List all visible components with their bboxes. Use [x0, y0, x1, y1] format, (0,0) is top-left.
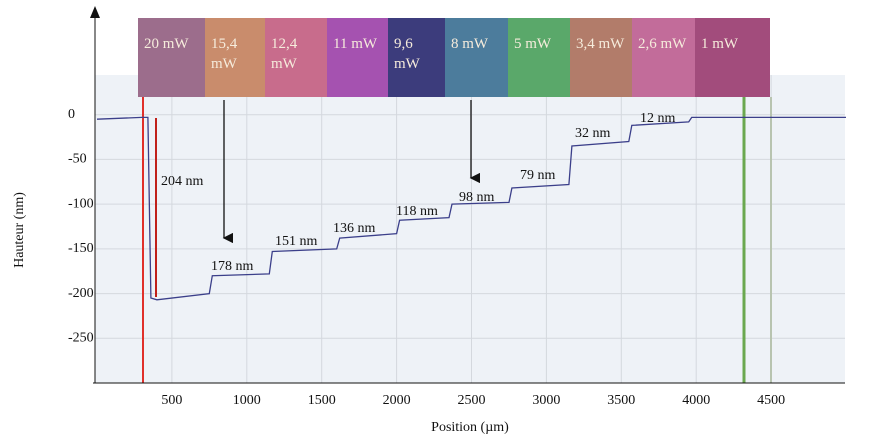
x-tick-label: 2500 — [458, 393, 486, 408]
profile-line — [96, 116, 846, 301]
power-band: 20 mW — [138, 18, 205, 97]
step-label: 79 nm — [520, 168, 556, 183]
y-tick-label: -50 — [68, 152, 87, 167]
step-label: 118 nm — [396, 204, 438, 219]
y-tick-label: -100 — [68, 196, 94, 211]
x-tick-label: 3500 — [607, 393, 635, 408]
x-tick-label: 2000 — [383, 393, 411, 408]
x-tick-label: 4500 — [757, 393, 785, 408]
step-label: 98 nm — [459, 190, 495, 205]
x-axis-label: Position (µm) — [431, 420, 509, 435]
step-label: 32 nm — [575, 126, 611, 141]
x-tick-label: 3000 — [532, 393, 560, 408]
step-label: 12 nm — [640, 111, 676, 126]
power-band: 2,6 mW — [632, 18, 695, 97]
power-band: 9,6 mW — [388, 18, 445, 97]
power-band: 11 mW — [327, 18, 388, 97]
x-tick-label: 4000 — [682, 393, 710, 408]
step-label: 178 nm — [211, 259, 254, 274]
y-axis-label: Hauteur (nm) — [12, 192, 27, 268]
y-tick-label: 0 — [68, 107, 75, 122]
power-band: 5 mW — [508, 18, 570, 97]
x-tick-label: 500 — [161, 393, 182, 408]
power-band: 3,4 mW — [570, 18, 632, 97]
y-axis-arrow — [90, 6, 100, 18]
x-tick-label: 1000 — [233, 393, 261, 408]
power-band: 15,4 mW — [205, 18, 265, 97]
x-tick-label: 1500 — [308, 393, 336, 408]
step-label: 151 nm — [275, 234, 318, 249]
power-band: 12,4 mW — [265, 18, 327, 97]
step-label: 136 nm — [333, 221, 376, 236]
power-band: 8 mW — [445, 18, 508, 97]
step-label: 204 nm — [161, 174, 204, 189]
power-band: 1 mW — [695, 18, 770, 97]
y-tick-label: -150 — [68, 241, 94, 256]
y-tick-label: -200 — [68, 286, 94, 301]
plot-background — [95, 75, 845, 383]
y-tick-label: -250 — [68, 331, 94, 346]
